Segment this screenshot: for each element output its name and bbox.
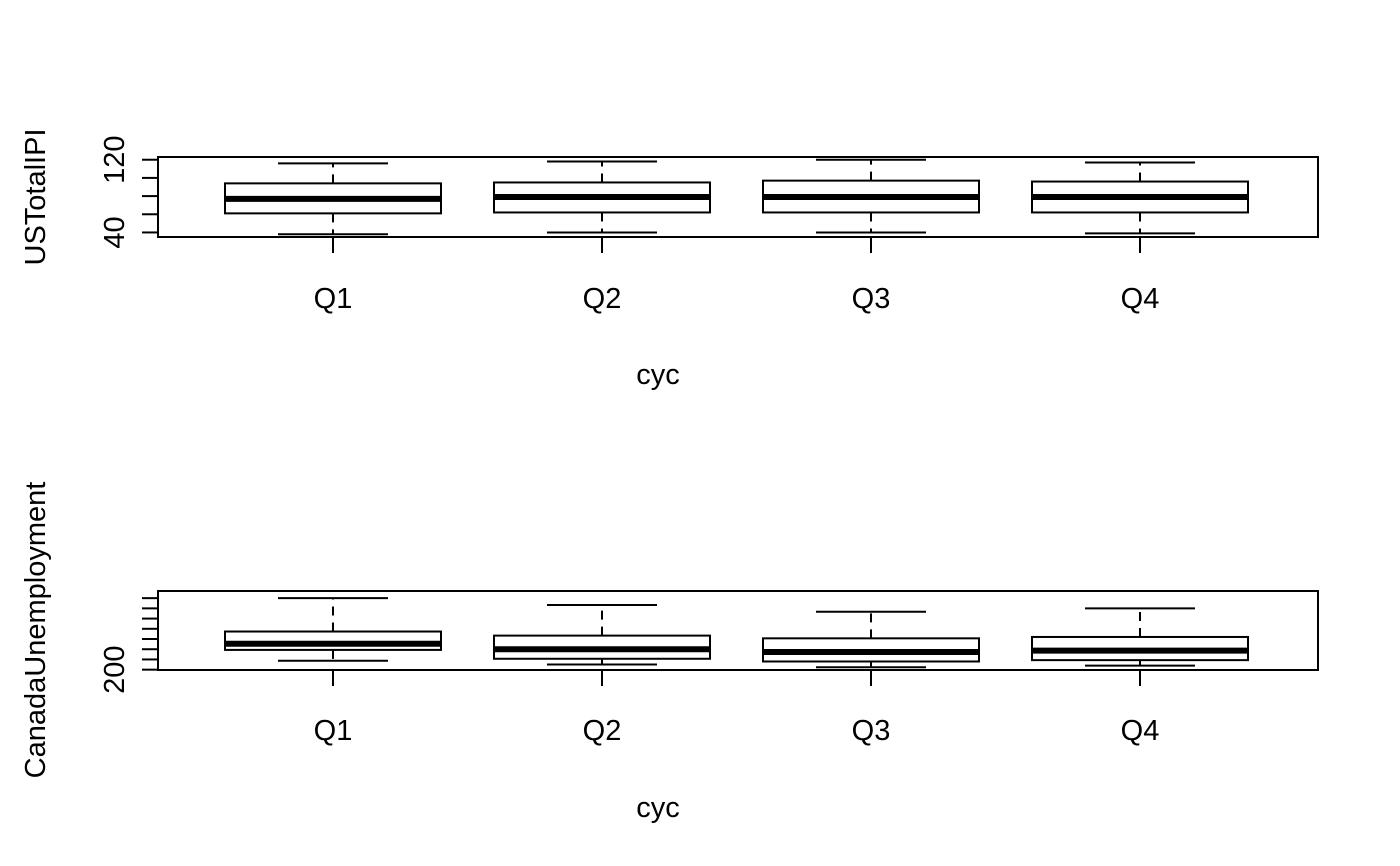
x-tick-label: Q4 (1121, 715, 1160, 747)
iqr-box (224, 630, 442, 651)
y-axis-title: USTotalIPI (20, 129, 52, 266)
box-q1 (224, 597, 442, 686)
x-tick-label: Q3 (852, 283, 891, 315)
x-axis-title: cyc (636, 792, 680, 824)
box-q2 (493, 603, 711, 686)
box-q4 (1031, 607, 1249, 686)
x-tick-label: Q2 (583, 283, 622, 315)
box-q3 (762, 610, 980, 686)
box-q4 (1031, 161, 1249, 253)
y-axis-title: CanadaUnemployment (20, 482, 52, 779)
box-q3 (762, 158, 980, 253)
x-tick-label: Q3 (852, 715, 891, 747)
x-axis-title: cyc (636, 359, 680, 391)
x-tick-label: Q1 (314, 283, 353, 315)
x-tick-label: Q2 (583, 715, 622, 747)
box-q1 (224, 162, 442, 253)
x-tick-label: Q1 (314, 715, 353, 747)
y-tick-label: 120 (99, 136, 131, 184)
y-tick-label: 40 (99, 216, 131, 248)
box-q2 (493, 160, 711, 253)
x-tick-label: Q4 (1121, 283, 1160, 315)
panel-ustotalipi: 40 120 Q1 Q2 Q3 Q4 cyc USTotalIPI (20, 129, 1319, 391)
panel-canada-unemployment: 200 Q1 Q2 Q3 Q4 cyc CanadaUnemployment (20, 482, 1319, 824)
y-tick-label: 200 (99, 645, 131, 693)
